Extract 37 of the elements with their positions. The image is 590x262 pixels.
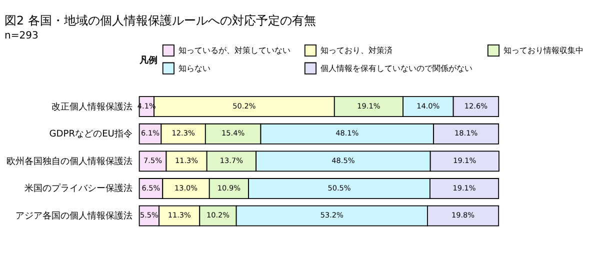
data-label: 53.2% bbox=[320, 210, 344, 220]
data-label: 48.5% bbox=[332, 156, 355, 166]
data-label: 11.3% bbox=[168, 210, 191, 220]
data-label: 19.1% bbox=[453, 156, 476, 166]
data-label: 5.5% bbox=[140, 210, 159, 220]
legend-label: 知っており、対策済 bbox=[320, 45, 392, 56]
y-tick-label: 欧州各国独自の個人情報保護法 bbox=[6, 156, 132, 167]
legend-label: 知っており情報収集中 bbox=[504, 45, 584, 56]
data-label: 13.7% bbox=[220, 156, 244, 166]
data-label: 6.1% bbox=[141, 128, 160, 138]
y-tick-label: 改正個人情報保護法 bbox=[51, 101, 132, 112]
legend-title: 凡例 bbox=[138, 54, 158, 66]
legend-label: 知らない bbox=[178, 63, 210, 74]
data-label: 19.1% bbox=[452, 183, 476, 192]
data-label: 7.5% bbox=[144, 156, 162, 166]
data-label: 11.3% bbox=[175, 156, 198, 166]
data-label: 50.2% bbox=[232, 101, 256, 110]
data-label: 10.2% bbox=[206, 210, 230, 220]
data-label: 13.0% bbox=[174, 183, 198, 192]
legend-label: 個人情報を保有していないので関係がない bbox=[320, 63, 472, 74]
data-label: 10.9% bbox=[217, 183, 241, 192]
data-label: 12.6% bbox=[464, 101, 488, 110]
y-tick-label: 米国のプライバシー保護法 bbox=[24, 183, 132, 194]
y-tick-label: GDPRなどのEU指令 bbox=[49, 128, 132, 140]
data-label: 18.1% bbox=[454, 128, 478, 138]
text: n=293 bbox=[4, 30, 38, 42]
data-label: 14.0% bbox=[416, 101, 440, 110]
data-label: 6.5% bbox=[142, 183, 160, 192]
data-label: 48.1% bbox=[336, 128, 359, 138]
y-tick-label: アジア各国の個人情報保護法 bbox=[15, 210, 132, 222]
legend-label: 知っているが、対策していない bbox=[178, 45, 290, 56]
data-label: 50.5% bbox=[328, 183, 351, 192]
data-label: 19.8% bbox=[451, 210, 475, 220]
data-label: 19.1% bbox=[357, 101, 380, 110]
data-label: 12.3% bbox=[172, 128, 195, 138]
data-label: 15.4% bbox=[222, 128, 245, 138]
chart-title: 図2 各国・地域の個人情報保護ルールへの対応予定の有無 bbox=[4, 14, 316, 28]
